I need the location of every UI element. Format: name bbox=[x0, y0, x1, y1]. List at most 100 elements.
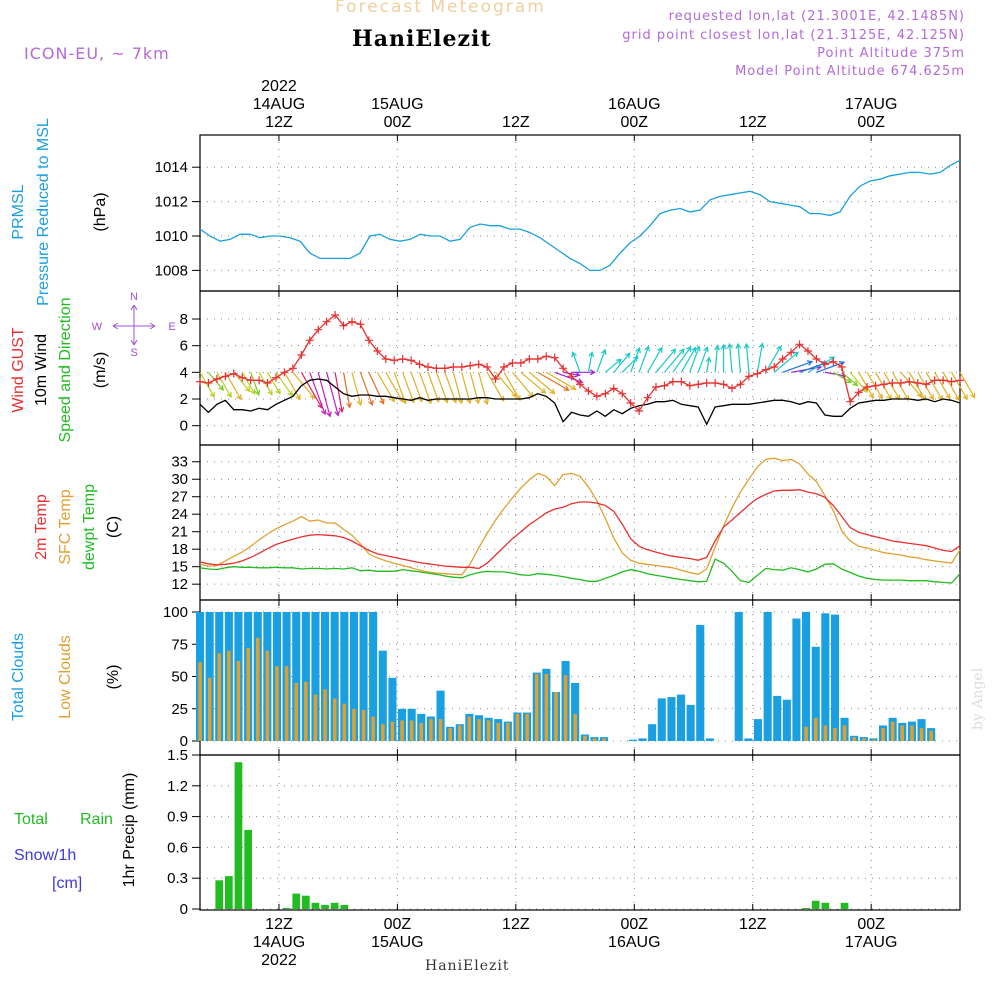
low-cloud-bar bbox=[583, 735, 587, 741]
low-cloud-bar bbox=[438, 719, 443, 741]
wind-gust-marker bbox=[770, 363, 779, 371]
wind-gust-marker bbox=[863, 383, 872, 391]
wind-gust-marker bbox=[702, 379, 711, 387]
footer-label: HaniElezit bbox=[425, 958, 510, 974]
wind-arrow-shaft bbox=[478, 372, 488, 405]
wind-arrow-shaft bbox=[241, 372, 256, 395]
top-time-label: 00Z bbox=[620, 114, 648, 131]
wind-arrow-head bbox=[821, 361, 828, 367]
total-cloud-bar bbox=[753, 719, 762, 741]
wind-arrow bbox=[735, 342, 742, 373]
wind-arrow-head bbox=[685, 345, 692, 352]
low-cloud-bar bbox=[381, 724, 385, 741]
wind-gust-marker bbox=[272, 373, 280, 382]
wind-gust-marker bbox=[331, 311, 340, 319]
wind-gust-marker bbox=[373, 347, 382, 355]
wind-arrow-head bbox=[218, 384, 225, 391]
wind-arrow-shaft bbox=[250, 372, 260, 395]
wind-arrow bbox=[587, 351, 595, 373]
wind-arrow bbox=[917, 372, 934, 401]
wind-arrow bbox=[647, 346, 663, 373]
total-cloud-bar bbox=[744, 738, 753, 741]
wind-arrow-head bbox=[483, 399, 489, 406]
wind-arrow-head bbox=[511, 391, 517, 398]
low-cloud-bar bbox=[361, 710, 366, 741]
low-cloud-bar bbox=[900, 725, 904, 741]
wind-arrow-head bbox=[877, 393, 883, 400]
total-cloud-bar bbox=[705, 738, 714, 741]
wind-arrow-shaft bbox=[737, 343, 742, 373]
wind-arrow-head bbox=[267, 389, 273, 396]
wind-gust-marker bbox=[880, 380, 888, 389]
wind-arrow-head bbox=[588, 351, 595, 358]
wind-arrow-shaft bbox=[782, 361, 813, 373]
wind-gust-marker bbox=[576, 380, 584, 389]
wind-arrow-head bbox=[398, 396, 404, 403]
wind-arrow-head bbox=[928, 394, 934, 401]
y-tick-label: 30 bbox=[171, 471, 188, 488]
low-cloud-bar bbox=[467, 716, 472, 741]
wind-arrow bbox=[250, 372, 261, 396]
wind-arrow-head bbox=[356, 399, 363, 407]
wind-arrow-shaft bbox=[959, 372, 976, 399]
wind-arrow-head bbox=[632, 355, 639, 362]
y-tick-label: 1.5 bbox=[167, 747, 188, 764]
total-cloud-bar bbox=[571, 683, 580, 741]
rain-bar bbox=[811, 900, 820, 909]
wind-gust-marker bbox=[677, 377, 686, 386]
wind-arrow-shaft bbox=[326, 372, 339, 416]
wind-arrow-shaft bbox=[452, 372, 463, 404]
top-time-label: 12Z bbox=[739, 114, 767, 131]
wind-arrow-shaft bbox=[572, 352, 581, 373]
wind-arrow-head bbox=[466, 398, 472, 405]
wind-gust-marker bbox=[229, 369, 238, 378]
low-cloud-bar bbox=[881, 728, 885, 741]
low-cloud-bar bbox=[284, 666, 289, 741]
wind-arrow-shaft bbox=[503, 372, 521, 401]
wind-arrow-head bbox=[287, 390, 294, 397]
wind-gust-marker bbox=[871, 381, 880, 390]
total-cloud-bar bbox=[628, 739, 637, 741]
low-cloud-bar bbox=[313, 694, 318, 741]
wind-arrow-shaft bbox=[765, 345, 782, 373]
wind-arrow bbox=[841, 371, 859, 387]
low-cloud-bar bbox=[814, 717, 818, 741]
low-cloud-bar bbox=[304, 681, 308, 741]
wind-arrow-head bbox=[714, 344, 720, 351]
wind-arrow-head bbox=[945, 393, 951, 400]
pressure-line bbox=[199, 159, 961, 272]
low-cloud-bar bbox=[352, 708, 356, 742]
wind-arrow-shaft bbox=[207, 371, 224, 391]
low-cloud-bar bbox=[563, 675, 568, 741]
wind-arrow-head bbox=[226, 391, 232, 398]
wind-gust-marker bbox=[263, 379, 272, 387]
wind-speed-line bbox=[199, 378, 961, 426]
pressure-unit: (hPa) bbox=[92, 192, 109, 231]
low-cloud-bar bbox=[535, 673, 539, 741]
total-cloud-bar bbox=[340, 612, 349, 741]
y-tick-label: 4 bbox=[180, 364, 188, 381]
wind-gust-marker bbox=[694, 380, 703, 389]
pressure-label-2: Pressure Reduced to MSL bbox=[35, 118, 52, 306]
precip-label-cm: [cm] bbox=[52, 875, 82, 892]
bottom-time-label: 17AUG bbox=[845, 934, 897, 951]
low-cloud-bar bbox=[198, 662, 202, 741]
wind-arrow-head bbox=[275, 388, 281, 395]
y-tick-label: 18 bbox=[171, 541, 188, 558]
wind-arrow-shaft bbox=[630, 347, 641, 373]
wind-arrow-head bbox=[868, 392, 874, 399]
wind-arrow bbox=[385, 372, 404, 403]
wind-arrow-shaft bbox=[587, 352, 593, 373]
wind-arrow-head bbox=[903, 394, 910, 402]
rain-bar bbox=[821, 902, 830, 909]
wind-gust-marker bbox=[457, 363, 466, 371]
wind-arrow bbox=[545, 371, 577, 390]
temp-label-dewpt: dewpt Temp bbox=[81, 484, 98, 570]
temp-2m-line bbox=[199, 489, 961, 570]
wind-gust-marker bbox=[956, 376, 964, 385]
wind-gust-marker bbox=[567, 372, 576, 381]
wind-arrow bbox=[638, 345, 650, 373]
temp-unit: (C) bbox=[105, 516, 122, 538]
total-cloud-bar bbox=[638, 738, 647, 741]
wind-arrow-head bbox=[574, 371, 581, 378]
